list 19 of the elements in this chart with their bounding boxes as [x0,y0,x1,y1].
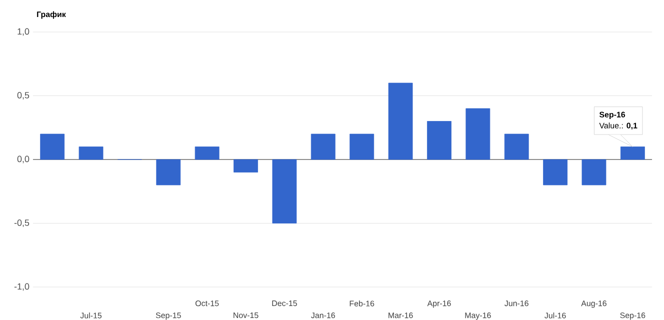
bar [78,146,104,160]
bar [272,159,297,224]
bar [156,159,181,186]
bar [388,82,413,160]
bar [543,159,568,186]
bar [504,134,529,160]
y-tick-label: 0,5 [17,92,30,100]
bar [234,159,258,172]
y-tick-label: -1,0 [14,283,30,291]
y-tick-label: -0,5 [14,220,30,227]
bar [466,108,490,160]
bar [582,159,606,186]
bar [310,134,336,160]
bar [40,134,65,160]
bar [350,134,374,160]
bar [194,146,220,160]
bar [427,121,452,160]
y-tick-label: 0,0 [17,156,30,164]
y-tick-label: 1,0 [18,28,30,36]
